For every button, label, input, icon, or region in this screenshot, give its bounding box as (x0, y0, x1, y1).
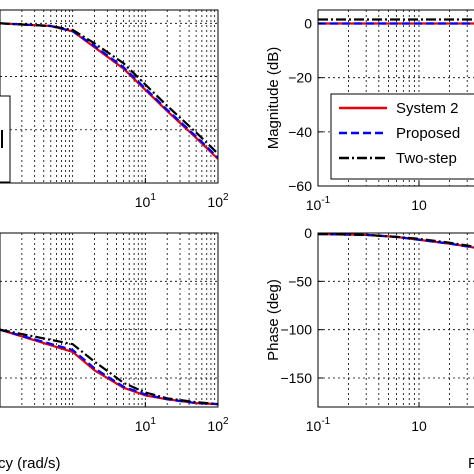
legend-label: Proposed (396, 125, 460, 142)
legend-label: System 2 (396, 100, 459, 117)
y-axis-label: Phase (deg) (265, 279, 282, 361)
series-line-1 (0, 22, 218, 159)
legend-fragment (0, 95, 11, 183)
plot-area (318, 233, 474, 407)
y-tick-label: 0 (304, 225, 312, 241)
legend-label: Two-step (396, 150, 457, 167)
x-tick-label: 10-1 (306, 416, 331, 434)
panel-top-left: 101 102 (0, 9, 229, 210)
x-tick-base: 10 (135, 194, 151, 210)
y-tick-label: −60 (288, 178, 312, 194)
x-tick-base: 10 (207, 418, 223, 434)
y-tick-label: −20 (288, 70, 312, 86)
series-line-2 (0, 22, 218, 155)
axes-frame (0, 232, 219, 408)
series-line-2 (318, 233, 474, 248)
series-group (0, 22, 218, 160)
y-axis-label: Magnitude (dB) (265, 47, 282, 150)
y-tick-label: −50 (288, 273, 312, 289)
series-line-1 (0, 328, 218, 406)
grid (318, 233, 474, 407)
x-tick-exponent: -1 (321, 416, 330, 427)
x-tick-label: 10-1 (306, 195, 331, 213)
plot-area (0, 10, 218, 183)
x-tick-base: 10 (411, 418, 427, 434)
x-tick-base: 10 (207, 194, 223, 210)
series-group (318, 233, 474, 249)
grid (0, 10, 218, 183)
x-axis-label: Fr (468, 455, 474, 472)
x-tick-label: 10 (411, 418, 427, 434)
series-line-1 (318, 233, 474, 249)
y-tick-label: 0 (304, 16, 312, 32)
series-line-2 (0, 328, 218, 406)
x-tick-base: 10 (135, 418, 151, 434)
series-group (0, 328, 218, 406)
x-tick-label: 101 (135, 192, 157, 210)
y-tick-label: −150 (280, 370, 312, 386)
x-axis-label: cy (rad/s) (0, 455, 61, 472)
y-tick-label: −40 (288, 124, 312, 140)
x-tick-base: 10 (306, 197, 322, 213)
x-tick-label: 101 (135, 416, 157, 434)
x-tick-label: 102 (207, 192, 229, 210)
x-tick-label: 102 (207, 416, 229, 434)
plot-area (0, 233, 218, 407)
y-tick-label: −100 (280, 322, 312, 338)
x-tick-exponent: 2 (223, 192, 229, 203)
x-tick-exponent: 1 (150, 416, 156, 427)
series-group (318, 18, 474, 25)
axes-frame (0, 9, 219, 184)
x-tick-exponent: 1 (150, 192, 156, 203)
x-tick-label: 10 (411, 197, 427, 213)
x-tick-exponent: 2 (223, 416, 229, 427)
x-tick-exponent: -1 (321, 195, 330, 206)
x-tick-base: 10 (411, 197, 427, 213)
x-tick-base: 10 (306, 418, 322, 434)
legend: System 2 Proposed Two-step (330, 93, 474, 180)
